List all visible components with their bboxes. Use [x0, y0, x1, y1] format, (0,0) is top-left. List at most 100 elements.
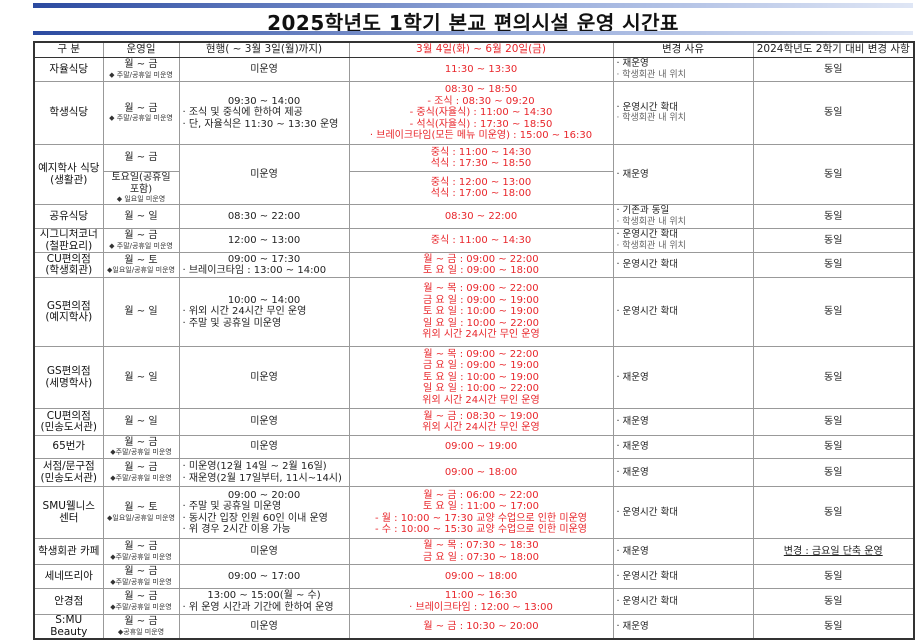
- current-schedule: 미운영: [178, 144, 350, 205]
- current-schedule: 미운영: [178, 408, 350, 436]
- facility-name-line: 65번가: [52, 440, 86, 453]
- new-schedule-line: 월 ~ 금 : 06:00 ~ 22:00: [423, 489, 539, 501]
- operating-days: 월 ~ 일: [102, 277, 180, 347]
- table-row: 세네뜨리아 월 ~ 금 ◆주말/공휴일 미운영 09:00 ~ 17:00 09:00 …: [33, 564, 915, 589]
- change-vs-previous: 동일: [752, 435, 915, 459]
- new-schedule-line: 일 요 일 : 10:00 ~ 22:00: [422, 383, 540, 395]
- reason-line: · 재운영: [616, 371, 649, 383]
- title-banner-top: [33, 3, 913, 8]
- table-row: SMU웰니스센터 월 ~ 토 ◆일요일/공휴일 미운영 09:00 ~ 20:00 · …: [33, 486, 915, 539]
- days-label: 월 ~ 토: [124, 502, 158, 514]
- days-label: 월 ~ 일: [124, 306, 158, 318]
- new-schedule: 월 ~ 목 : 09:00 ~ 22:00 금 요 일 : 09:00 ~ 19:…: [348, 346, 614, 409]
- new-schedule: 09:00 ~ 19:00: [348, 435, 614, 459]
- days-label: 월 ~ 금: [124, 59, 158, 71]
- days-label: 월 ~ 금: [124, 591, 158, 603]
- new-schedule-line: - 조식 : 08:30 ~ 09:20: [427, 95, 535, 107]
- change-text: 동일: [824, 63, 843, 75]
- current-schedule: 09:00 ~ 17:30 · 브레이크타임 : 13:00 ~ 14:00: [178, 252, 350, 278]
- current-schedule-line: 미운영: [250, 545, 278, 557]
- header-change: 2024학년도 2학기 대비 변경 사항: [752, 41, 915, 58]
- header-category: 구 분: [33, 41, 104, 58]
- new-schedule: 09:00 ~ 18:00: [348, 458, 614, 487]
- facility-name-line: S:MU Beauty: [50, 614, 88, 638]
- days-label: 월 ~ 토: [124, 254, 158, 266]
- table-body: 자율식당 월 ~ 금 ◆ 주말/공휴일 미운영 미운영 11:30 ~ 13:30 · 재…: [33, 57, 915, 640]
- reason-line: · 재운영: [616, 441, 649, 453]
- current-schedule: 미운영: [178, 57, 350, 82]
- change-vs-previous: 동일: [752, 57, 915, 82]
- reason-line: · 재운영: [616, 466, 649, 478]
- facility-name: 학생식당: [33, 81, 104, 145]
- new-schedule-line: 석식 : 17:30 ~ 18:50: [430, 158, 532, 169]
- days-label: 월 ~ 금: [124, 230, 158, 242]
- days-note: ◆주말/공휴일 미운영: [110, 602, 172, 611]
- new-schedule-line: · 브레이크타임 : 12:00 ~ 13:00: [409, 601, 553, 613]
- current-schedule: 09:00 ~ 20:00 · 주말 및 공휴일 미운영 · 동시간 입장 인원 6…: [178, 486, 350, 539]
- reason-line: · 재운영: [616, 416, 649, 428]
- new-schedule: 월 ~ 목 : 09:00 ~ 22:00 금 요 일 : 09:00 ~ 19:…: [348, 277, 614, 347]
- new-schedule: 월 ~ 금 : 09:00 ~ 22:00 토 요 일 : 09:00 ~ 18:…: [348, 252, 614, 278]
- current-schedule-line: 미운영: [250, 63, 278, 75]
- operating-days: 월 ~ 금 ◆주말/공휴일 미운영: [102, 538, 180, 565]
- facility-name-line: 안경점: [54, 594, 84, 607]
- new-schedule: 08:30 ~ 18:50- 조식 : 08:30 ~ 09:20- 중식(자율…: [348, 81, 614, 145]
- days-label: 월 ~ 금: [124, 616, 158, 628]
- change-reason: · 재운영: [612, 435, 754, 459]
- current-schedule: 09:30 ~ 14:00 · 조식 및 중식에 한하여 제공 · 단, 자율식은 …: [178, 81, 350, 145]
- days-note: ◆일요일/공휴일 미운영: [107, 513, 175, 522]
- new-schedule-line: 11:30 ~ 13:30: [444, 63, 518, 75]
- change-reason: · 재운영: [612, 144, 754, 205]
- change-text: 동일: [824, 595, 843, 607]
- reason-line: · 재운영: [616, 168, 649, 180]
- change-reason: · 운영시간 확대: [612, 252, 754, 278]
- facility-name-line: (민송도서관): [40, 421, 98, 433]
- reason-line: · 운영시간 확대: [616, 306, 679, 318]
- table-row: CU편의점 (학생회관) 월 ~ 토 ◆일요일/공휴일 미운영 09:00 ~ 17:3…: [33, 252, 915, 278]
- facility-name-line: (민송도서관): [40, 471, 98, 484]
- facility-name-line: (예지학사): [45, 311, 93, 323]
- facility-name: SMU웰니스센터: [33, 486, 104, 539]
- reason-line: · 학생회관 내 위치: [616, 216, 686, 227]
- facility-name-line: CU편의점: [46, 252, 91, 265]
- change-vs-previous: 동일: [752, 81, 915, 145]
- facility-name: CU편의점 (학생회관): [33, 252, 104, 278]
- new-schedule-line: 월 ~ 금 : 09:00 ~ 22:00: [423, 253, 539, 265]
- current-schedule: 13:00 ~ 15:00(월 ~ 수) · 위 운영 시간과 기간에 한하여 운…: [178, 588, 350, 615]
- change-text: 동일: [824, 466, 843, 478]
- new-schedule-line: - 석식(자율식) : 17:30 ~ 18:50: [409, 118, 553, 130]
- current-schedule-line: · 주말 및 공휴일 미운영: [182, 501, 282, 512]
- new-schedule-line: - 수 : 10:00 ~ 15:30 교양 수업으로 인한 미운영: [374, 524, 587, 535]
- facility-name: 안경점: [33, 588, 104, 615]
- current-schedule-line: 미운영: [250, 371, 278, 383]
- operating-days: 월 ~ 금 ◆ 주말/공휴일 미운영: [102, 228, 180, 253]
- reason-line: · 학생회관 내 위치: [616, 240, 686, 251]
- change-vs-previous: 동일: [752, 228, 915, 253]
- new-schedule-line: 중식 : 12:00 ~ 13:00: [430, 176, 532, 188]
- table-row: 시그니처코너 (철판요리) 월 ~ 금 ◆ 주말/공휴일 미운영 12:00 ~ 13:…: [33, 228, 915, 253]
- change-reason: · 재운영: [612, 614, 754, 640]
- new-schedule-line: 금 요 일 : 09:00 ~ 19:00: [422, 360, 540, 372]
- header-new-schedule: 3월 4일(화) ~ 6월 20일(금): [348, 41, 614, 58]
- reason-line: · 운영시간 확대: [616, 595, 679, 607]
- table-row: CU편의점 (민송도서관) 월 ~ 일 미운영 월 ~ 금 : 08:30 ~ 19:0…: [33, 408, 915, 436]
- new-schedule-line: 월 ~ 목 : 09:00 ~ 22:00: [423, 283, 539, 295]
- change-text: 동일: [824, 107, 843, 119]
- facility-name-line: (학생회관): [45, 264, 93, 276]
- change-vs-previous: 동일: [752, 277, 915, 347]
- current-schedule: 10:00 ~ 14:00 · 위외 시간 24시간 무인 운영 · 주말 및 공휴…: [178, 277, 350, 347]
- change-text: 동일: [824, 371, 843, 383]
- change-reason: · 재운영: [612, 346, 754, 409]
- facility-name: 자율식당: [33, 57, 104, 82]
- change-vs-previous: 동일: [752, 144, 915, 205]
- days-label: 월 ~ 일: [124, 210, 158, 222]
- new-schedule-line: 토 요 일 : 10:00 ~ 19:00: [422, 371, 540, 383]
- operating-days: 월 ~ 일: [102, 346, 180, 409]
- current-schedule: 미운영: [178, 538, 350, 565]
- days-label: 월 ~ 금: [124, 436, 158, 448]
- new-schedule: 월 ~ 금 : 06:00 ~ 22:00 토 요 일 : 11:00 ~ 17:…: [348, 486, 614, 539]
- current-schedule-line: · 조식 및 중식에 한하여 제공: [182, 107, 303, 119]
- new-schedule-line: 토 요 일 : 09:00 ~ 18:00: [422, 265, 540, 276]
- new-schedule-line: - 월 : 10:00 ~ 17:30 교양 수업으로 인한 미운영: [374, 512, 587, 524]
- new-schedule-line: 금 요 일 : 09:00 ~ 19:00: [422, 294, 540, 306]
